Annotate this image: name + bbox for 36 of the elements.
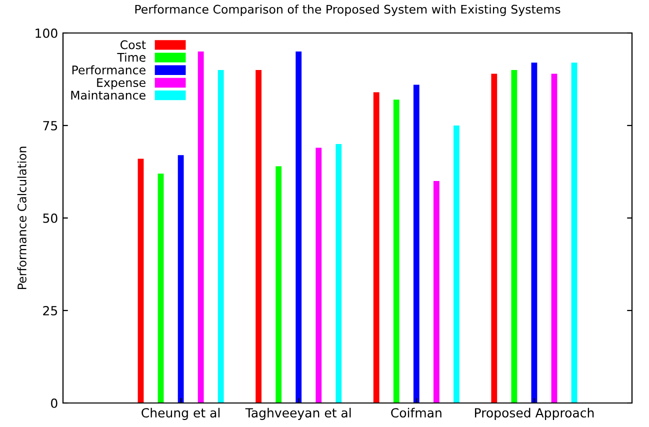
bar [491,74,498,403]
bar [276,166,282,403]
bar [413,84,420,403]
y-tick-label: 50 [43,213,58,223]
bar [434,181,440,403]
legend-label: Expense [97,78,146,90]
y-tick-label: 0 [51,398,58,408]
bar [551,74,558,403]
bar [336,144,342,403]
bar [158,174,164,403]
y-tick-label: 100 [36,28,58,38]
x-tick-label: Proposed Approach [474,408,594,420]
bar [218,70,224,403]
bar [373,92,380,403]
legend-label: Maintanance [71,90,146,100]
bar [393,100,400,403]
bar [256,70,262,403]
bar [511,70,518,403]
bar [531,62,538,403]
x-tick-label: Taghveeyan et al [245,408,351,420]
bar [316,148,322,403]
legend-label: Cost [120,40,146,50]
bar [178,155,184,403]
legend-label: Performance [72,65,146,74]
bar [138,158,144,403]
y-axis-title: Performance Calculation [17,146,26,290]
bar [198,52,204,403]
y-tick-label: 75 [43,121,58,130]
legend-label: Time [117,52,146,62]
chart-title: Performance Comparison of the Proposed System with Existing Systems [135,4,560,16]
y-tick-label: 25 [43,306,58,316]
x-tick-label: Coifman [391,408,442,418]
bar [454,126,460,403]
x-tick-label: Cheung et al [142,408,220,420]
bar [571,62,578,403]
bar [296,52,302,403]
